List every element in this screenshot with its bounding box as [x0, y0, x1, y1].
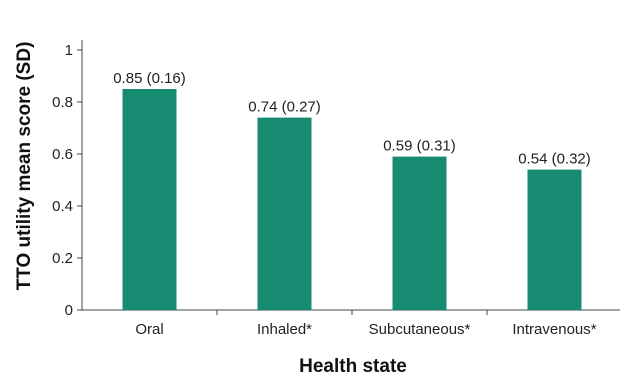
y-tick-label: 0.4: [52, 198, 73, 215]
x-category-label: Intravenous*: [512, 321, 596, 338]
bar: [392, 156, 447, 310]
y-tick-label: 0.2: [52, 250, 73, 267]
bar-data-label: 0.54 (0.32): [518, 151, 591, 168]
bar: [527, 169, 582, 310]
plot-area: 0 0.2 0.4 0.6 0.8 1 0.85 (0.16) Oral 0.74 (0.27)…: [52, 42, 597, 338]
bar-data-label: 0.59 (0.31): [383, 138, 456, 155]
y-tick-label: 1: [65, 42, 73, 59]
y-tick-label: 0: [65, 302, 73, 319]
bar-data-label: 0.74 (0.27): [248, 99, 321, 116]
x-category-label: Inhaled*: [257, 321, 312, 338]
bar: [257, 117, 312, 310]
x-axis-title: Health state: [299, 356, 407, 377]
y-tick-label: 0.8: [52, 94, 73, 111]
y-axis-title: TTO utility mean score (SD): [14, 42, 35, 291]
x-category-label: Oral: [135, 321, 163, 338]
bar-data-label: 0.85 (0.16): [113, 70, 186, 87]
x-category-label: Subcutaneous*: [369, 321, 471, 338]
y-tick-label: 0.6: [52, 146, 73, 163]
bar: [122, 89, 177, 310]
